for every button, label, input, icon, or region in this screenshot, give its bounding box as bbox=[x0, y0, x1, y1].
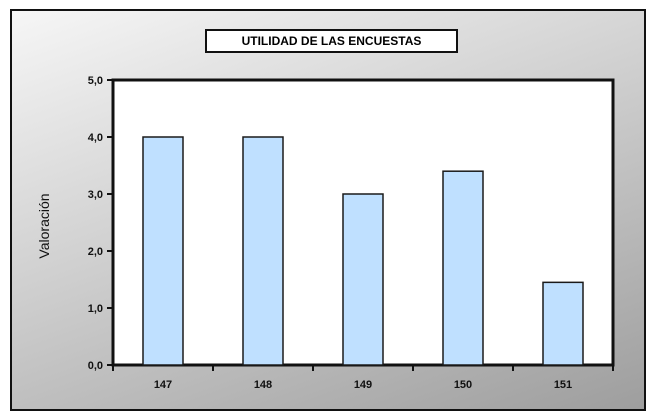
y-ticks: 0,0 1,0 2,0 3,0 4,0 5,0 bbox=[88, 75, 113, 372]
bars-group bbox=[142, 136, 584, 366]
y-tick-label: 1,0 bbox=[88, 303, 103, 315]
bar-147 bbox=[142, 136, 184, 366]
y-tick-label: 5,0 bbox=[88, 75, 103, 87]
bar-150 bbox=[442, 170, 484, 366]
x-tick-label: 148 bbox=[254, 379, 272, 391]
y-tick-label: 2,0 bbox=[88, 246, 103, 258]
x-tick-label: 151 bbox=[554, 379, 572, 391]
x-tick-label: 149 bbox=[354, 379, 372, 391]
bar-149 bbox=[342, 193, 384, 366]
y-tick-label: 3,0 bbox=[88, 189, 103, 201]
bar-151 bbox=[542, 281, 584, 366]
x-ticks: 147 148 149 150 151 bbox=[112, 365, 614, 391]
bar-148 bbox=[242, 136, 284, 366]
x-tick-label: 150 bbox=[454, 379, 472, 391]
y-tick-label: 4,0 bbox=[88, 132, 103, 144]
y-axis-label: Valoración bbox=[36, 193, 52, 258]
x-tick-label: 147 bbox=[154, 379, 172, 391]
y-tick-label: 0,0 bbox=[88, 360, 103, 372]
chart-title: UTILIDAD DE LAS ENCUESTAS bbox=[205, 29, 458, 53]
